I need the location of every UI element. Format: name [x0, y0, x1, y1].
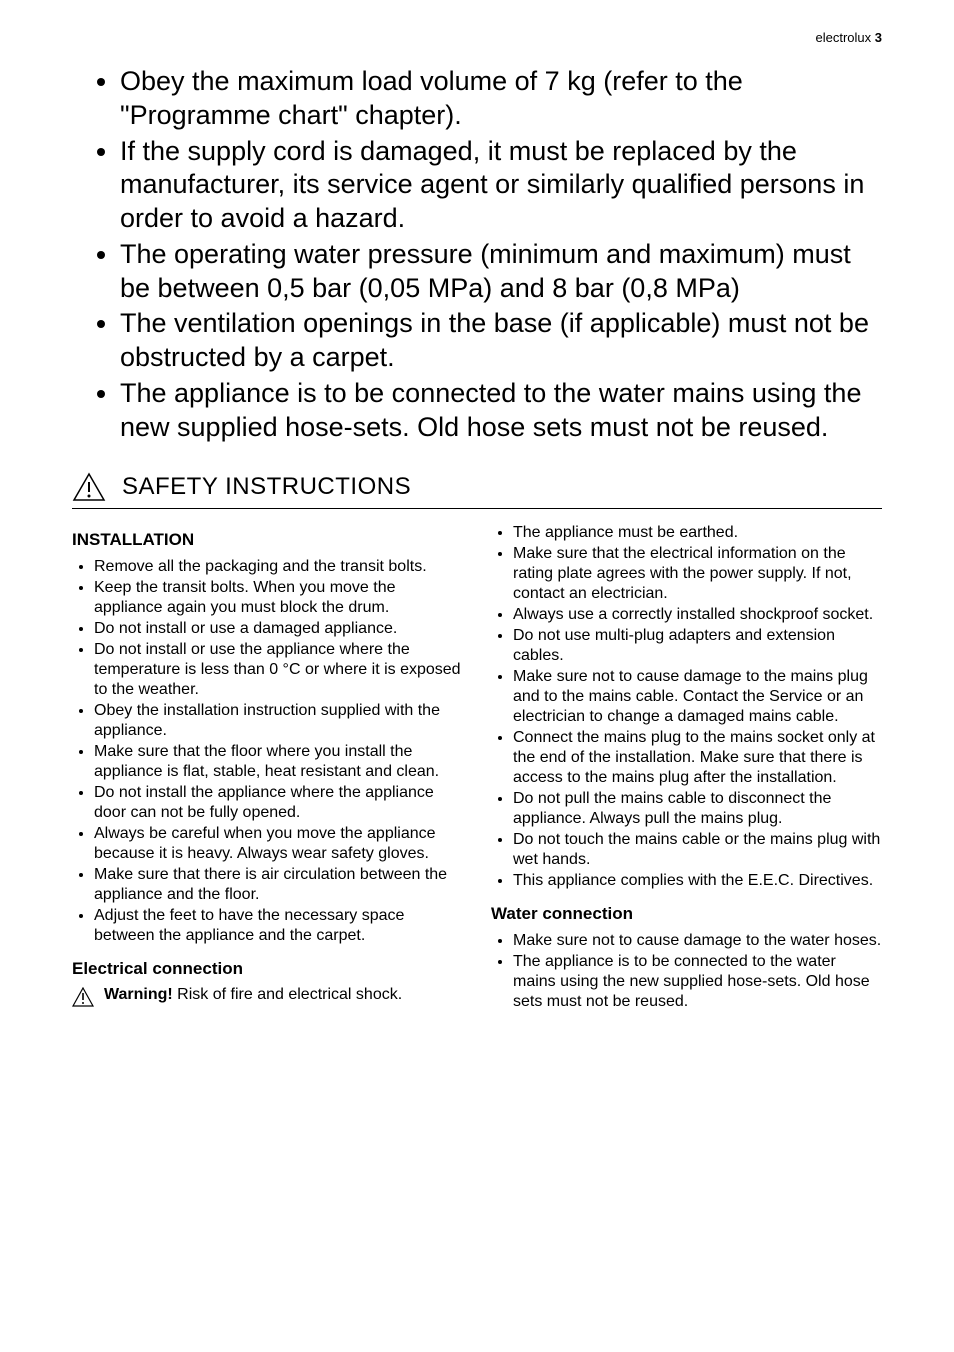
- list-item: Obey the installation instruction suppli…: [94, 701, 463, 741]
- section-heading-row: SAFETY INSTRUCTIONS: [72, 472, 882, 509]
- list-item: Do not install the appliance where the a…: [94, 783, 463, 823]
- water-list: Make sure not to cause damage to the wat…: [491, 931, 882, 1012]
- top-bullet-item: The appliance is to be connected to the …: [120, 377, 882, 445]
- list-item: Make sure not to cause damage to the wat…: [513, 931, 882, 951]
- warning-icon: [72, 472, 106, 502]
- warning-row: Warning! Risk of fire and electrical sho…: [72, 985, 463, 1007]
- list-item: Make sure not to cause damage to the mai…: [513, 667, 882, 727]
- list-item: Always use a correctly installed shockpr…: [513, 605, 882, 625]
- columns: INSTALLATION Remove all the packaging an…: [72, 523, 882, 1023]
- installation-heading: INSTALLATION: [72, 529, 463, 550]
- list-item: Do not touch the mains cable or the main…: [513, 830, 882, 870]
- section-heading: SAFETY INSTRUCTIONS: [122, 473, 411, 501]
- right-column: The appliance must be earthed. Make sure…: [491, 523, 882, 1023]
- electrical-list: The appliance must be earthed. Make sure…: [491, 523, 882, 891]
- warning-text: Warning! Risk of fire and electrical sho…: [104, 985, 463, 1005]
- left-column: INSTALLATION Remove all the packaging an…: [72, 523, 463, 1023]
- top-bullet-item: The ventilation openings in the base (if…: [120, 307, 882, 375]
- top-bullet-list: Obey the maximum load volume of 7 kg (re…: [72, 65, 882, 444]
- list-item: This appliance complies with the E.E.C. …: [513, 871, 882, 891]
- page-header: electrolux 3: [72, 30, 882, 45]
- electrical-heading: Electrical connection: [72, 958, 463, 979]
- top-bullet-item: If the supply cord is damaged, it must b…: [120, 135, 882, 236]
- warning-body: Risk of fire and electrical shock.: [173, 986, 402, 1003]
- list-item: Do not install or use a damaged applianc…: [94, 619, 463, 639]
- list-item: Always be careful when you move the appl…: [94, 824, 463, 864]
- list-item: Adjust the feet to have the necessary sp…: [94, 906, 463, 946]
- list-item: Do not install or use the appliance wher…: [94, 640, 463, 700]
- list-item: Do not pull the mains cable to disconnec…: [513, 789, 882, 829]
- list-item: Keep the transit bolts. When you move th…: [94, 578, 463, 618]
- list-item: Do not use multi-plug adapters and exten…: [513, 626, 882, 666]
- water-heading: Water connection: [491, 903, 882, 924]
- warning-label: Warning!: [104, 986, 173, 1003]
- brand-label: electrolux: [816, 30, 872, 45]
- list-item: Remove all the packaging and the transit…: [94, 557, 463, 577]
- list-item: Make sure that the electrical informatio…: [513, 544, 882, 604]
- top-bullet-item: The operating water pressure (minimum an…: [120, 238, 882, 306]
- warning-icon: [72, 987, 94, 1007]
- list-item: The appliance must be earthed.: [513, 523, 882, 543]
- top-bullet-item: Obey the maximum load volume of 7 kg (re…: [120, 65, 882, 133]
- list-item: The appliance is to be connected to the …: [513, 952, 882, 1012]
- installation-list: Remove all the packaging and the transit…: [72, 557, 463, 946]
- list-item: Make sure that the floor where you insta…: [94, 742, 463, 782]
- page: electrolux 3 Obey the maximum load volum…: [0, 0, 954, 1064]
- list-item: Make sure that there is air circulation …: [94, 865, 463, 905]
- page-number: 3: [875, 30, 882, 45]
- list-item: Connect the mains plug to the mains sock…: [513, 728, 882, 788]
